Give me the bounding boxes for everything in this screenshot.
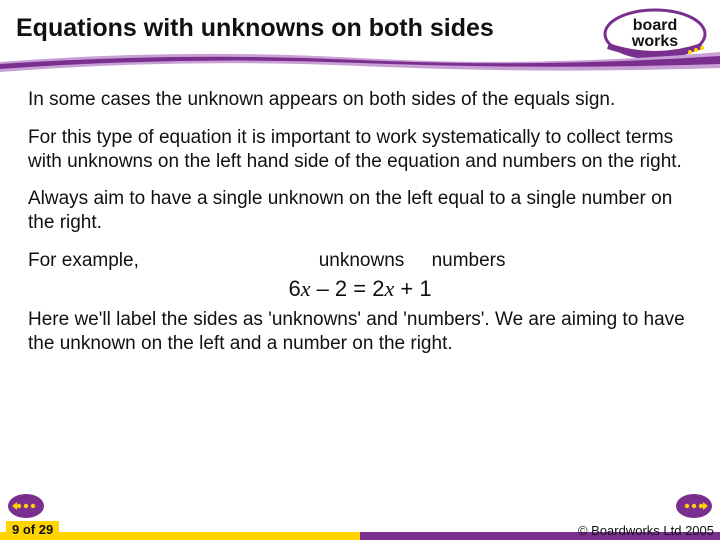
eq-rhs-rest: + 1 [394,276,431,301]
page-indicator: 9 of 29 [6,521,59,538]
label-unknowns: unknowns [309,249,404,273]
eq-lhs-coef: 6 [288,276,300,301]
equation: 6x – 2 = 2x + 1 [28,275,692,303]
slide: Equations with unknowns on both sides bo… [0,0,720,540]
prev-button[interactable] [6,492,46,520]
example-lead: For example, [28,249,139,273]
eq-rhs-coef: 2 [372,276,384,301]
page-title: Equations with unknowns on both sides [16,14,494,43]
paragraph-4: Here we'll label the sides as 'unknowns'… [28,308,692,356]
next-button[interactable] [674,492,714,520]
example-row: For example, unknowns numbers [28,249,692,273]
paragraph-3: Always aim to have a single unknown on t… [28,187,692,235]
header-swoosh [0,48,720,74]
eq-lhs-var: x [301,276,311,301]
eq-rhs-var: x [384,276,394,301]
footer: 9 of 29 © Boardworks Ltd 2005 [0,514,720,540]
eq-equals: = [347,276,372,301]
paragraph-1: In some cases the unknown appears on bot… [28,88,692,112]
copyright: © Boardworks Ltd 2005 [578,523,714,538]
label-numbers: numbers [432,249,522,273]
header: Equations with unknowns on both sides bo… [0,0,720,70]
logo-top-text: board [633,17,677,34]
body-content: In some cases the unknown appears on bot… [28,88,692,370]
eq-lhs-rest: – 2 [310,276,347,301]
paragraph-2: For this type of equation it is importan… [28,126,692,174]
